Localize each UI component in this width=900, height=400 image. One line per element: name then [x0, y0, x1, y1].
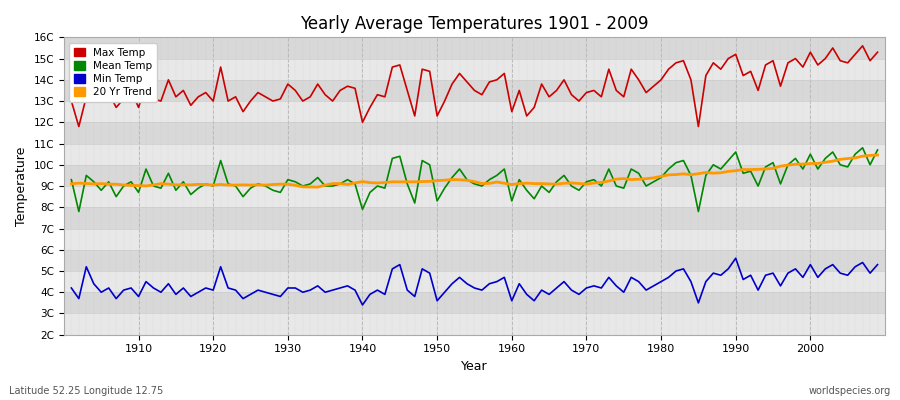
Y-axis label: Temperature: Temperature	[15, 146, 28, 226]
Title: Yearly Average Temperatures 1901 - 2009: Yearly Average Temperatures 1901 - 2009	[301, 15, 649, 33]
Bar	[64, 228, 885, 250]
Bar	[64, 186, 885, 207]
Bar	[64, 122, 885, 144]
Text: Latitude 52.25 Longitude 12.75: Latitude 52.25 Longitude 12.75	[9, 386, 163, 396]
Bar	[64, 271, 885, 292]
Legend: Max Temp, Mean Temp, Min Temp, 20 Yr Trend: Max Temp, Mean Temp, Min Temp, 20 Yr Tre…	[69, 42, 158, 102]
Bar	[64, 314, 885, 335]
X-axis label: Year: Year	[461, 360, 488, 373]
Text: worldspecies.org: worldspecies.org	[809, 386, 891, 396]
Bar	[64, 37, 885, 58]
Bar	[64, 58, 885, 80]
Bar	[64, 101, 885, 122]
Bar	[64, 292, 885, 314]
Bar	[64, 250, 885, 271]
Bar	[64, 80, 885, 101]
Bar	[64, 165, 885, 186]
Bar	[64, 144, 885, 165]
Bar	[64, 207, 885, 228]
